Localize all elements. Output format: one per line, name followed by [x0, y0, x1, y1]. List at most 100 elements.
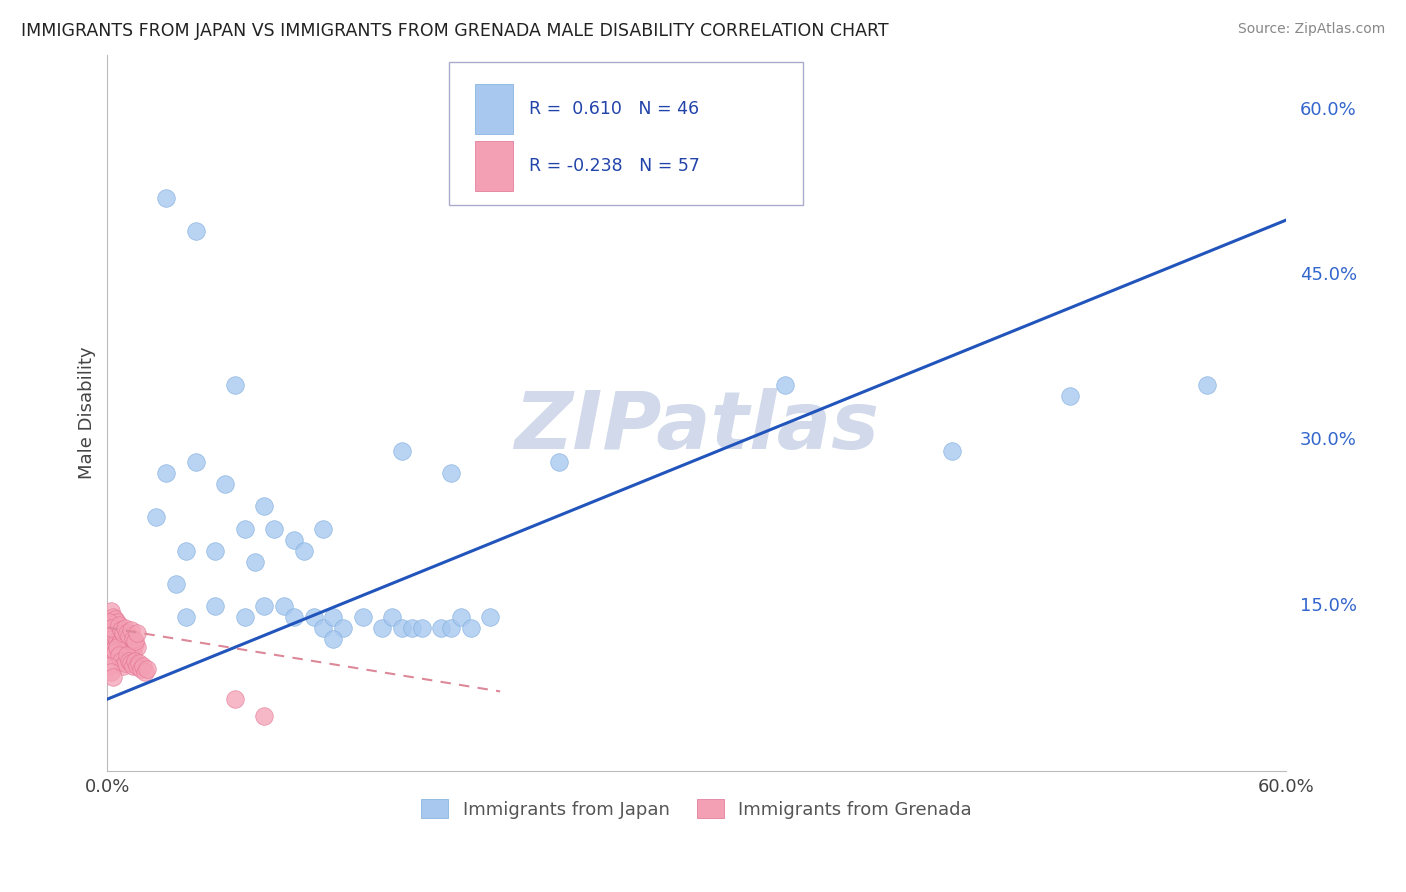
Point [114, 633, 136, 648]
Point [104, 629, 127, 643]
Text: ZIPatlas: ZIPatlas [515, 388, 879, 467]
Point [253, 500, 276, 514]
Point [118, 654, 141, 668]
Point [129, 662, 152, 676]
Point [253, 708, 276, 723]
Point [115, 648, 138, 662]
Point [233, 609, 256, 624]
Point [110, 654, 132, 668]
Point [145, 510, 167, 524]
Point [120, 623, 142, 637]
Point [204, 599, 226, 613]
Point [253, 599, 276, 613]
Point [411, 621, 433, 635]
Point [371, 621, 394, 635]
Point [312, 621, 335, 635]
Point [122, 632, 145, 646]
FancyBboxPatch shape [475, 141, 513, 191]
Point [125, 640, 148, 655]
Text: R = -0.238   N = 57: R = -0.238 N = 57 [529, 157, 700, 175]
Point [110, 623, 132, 637]
Point [120, 656, 142, 670]
Point [224, 378, 246, 392]
Point [155, 467, 177, 481]
Point [165, 576, 187, 591]
Point [108, 648, 131, 662]
Point [118, 637, 141, 651]
Point [233, 521, 256, 535]
Point [112, 626, 135, 640]
Point [401, 621, 423, 635]
Point [122, 659, 145, 673]
Point [124, 637, 146, 651]
Point [243, 555, 266, 569]
Point [174, 543, 197, 558]
Point [322, 609, 344, 624]
Point [120, 642, 142, 657]
Point [440, 621, 463, 635]
Point [124, 633, 146, 648]
Point [273, 599, 295, 613]
Point [941, 444, 963, 458]
Point [124, 654, 146, 668]
Point [103, 670, 125, 684]
Point [100, 632, 122, 646]
Point [1197, 378, 1219, 392]
Point [96, 621, 118, 635]
Point [302, 609, 325, 624]
Point [283, 609, 305, 624]
Point [103, 623, 125, 637]
Point [104, 645, 127, 659]
FancyBboxPatch shape [449, 62, 803, 205]
Point [100, 621, 122, 635]
Legend: Immigrants from Japan, Immigrants from Grenada: Immigrants from Japan, Immigrants from G… [413, 792, 979, 826]
Point [98, 615, 121, 629]
Point [134, 665, 156, 679]
Point [108, 618, 131, 632]
Point [103, 642, 125, 657]
Point [391, 621, 413, 635]
Point [132, 659, 155, 673]
Point [118, 629, 141, 643]
Point [108, 637, 131, 651]
Point [773, 378, 796, 392]
Point [104, 612, 127, 626]
Point [224, 692, 246, 706]
FancyBboxPatch shape [475, 84, 513, 134]
Point [440, 467, 463, 481]
Point [115, 640, 138, 655]
Point [100, 665, 122, 679]
Point [105, 640, 128, 655]
Point [184, 455, 207, 469]
Point [103, 609, 125, 624]
Text: 45.0%: 45.0% [1299, 267, 1357, 285]
Point [135, 662, 157, 676]
Point [292, 543, 315, 558]
Point [1059, 389, 1081, 403]
Point [100, 648, 122, 662]
Point [184, 224, 207, 238]
Point [114, 621, 136, 635]
Point [430, 621, 453, 635]
Point [112, 626, 135, 640]
Point [112, 659, 135, 673]
Point [204, 543, 226, 558]
Point [479, 609, 502, 624]
Point [125, 626, 148, 640]
Point [98, 659, 121, 673]
Point [174, 609, 197, 624]
Point [214, 477, 236, 491]
Text: R =  0.610   N = 46: R = 0.610 N = 46 [529, 100, 699, 118]
Point [263, 521, 285, 535]
Point [122, 645, 145, 659]
Text: IMMIGRANTS FROM JAPAN VS IMMIGRANTS FROM GRENADA MALE DISABILITY CORRELATION CHA: IMMIGRANTS FROM JAPAN VS IMMIGRANTS FROM… [21, 22, 889, 40]
Point [98, 645, 121, 659]
Point [548, 455, 571, 469]
Point [110, 632, 132, 646]
Y-axis label: Male Disability: Male Disability [79, 347, 96, 479]
Point [352, 609, 374, 624]
Point [381, 609, 404, 624]
Point [460, 621, 482, 635]
Point [312, 521, 335, 535]
Point [332, 621, 354, 635]
